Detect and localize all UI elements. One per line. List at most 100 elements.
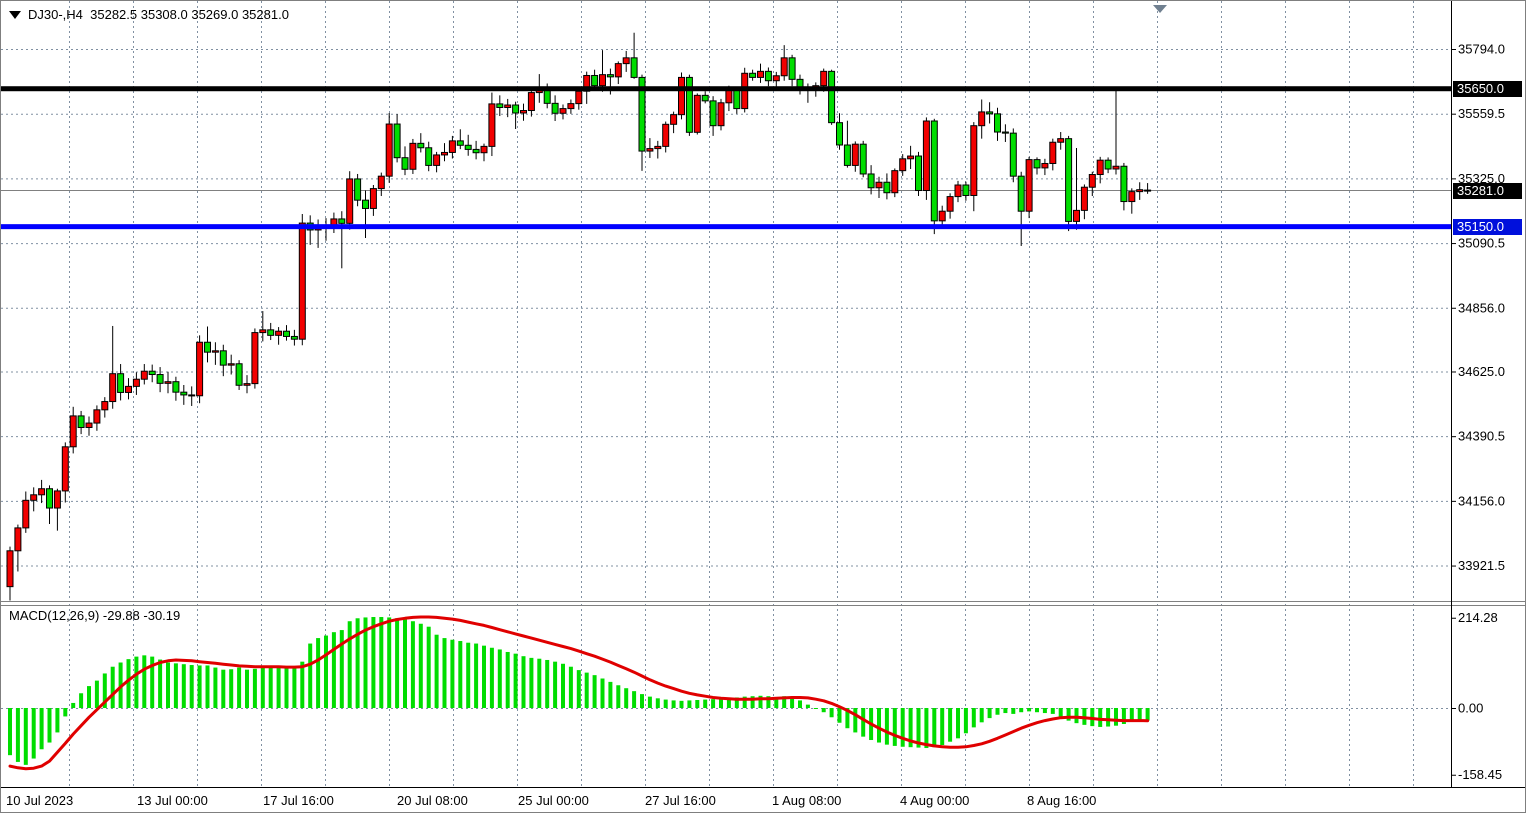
macd-histogram-bar (221, 669, 226, 708)
macd-histogram-bar (252, 668, 257, 708)
macd-histogram-bar (655, 698, 660, 708)
macd-histogram-bar (703, 699, 708, 708)
price-tick-label: 35559.5 (1458, 106, 1505, 121)
bear-candle (290, 335, 298, 340)
macd-histogram-bar (734, 697, 739, 708)
bull-candle (93, 409, 101, 424)
macd-histogram-bar (434, 634, 439, 708)
macd-histogram-bar (584, 672, 589, 708)
macd-histogram-bar (126, 659, 131, 708)
macd-histogram-bar (292, 667, 297, 708)
macd-histogram-bar (71, 702, 76, 708)
bull-candle (1057, 138, 1065, 143)
macd-histogram-bar (1129, 708, 1134, 722)
macd-histogram-bar (102, 673, 107, 708)
bear-candle (464, 144, 472, 150)
bull-candle (14, 527, 22, 552)
macd-histogram-bar (1137, 708, 1142, 722)
price-tick-label: 35090.5 (1458, 236, 1505, 251)
bull-candle (717, 102, 725, 127)
bull-candle (575, 90, 583, 105)
macd-histogram-bar (545, 659, 550, 708)
bear-candle (962, 184, 970, 196)
macd-histogram-bar (766, 696, 771, 708)
macd-histogram-bar (805, 704, 810, 708)
macd-histogram-bar (608, 681, 613, 708)
macd-histogram-bar (300, 661, 305, 708)
bear-candle (836, 122, 843, 146)
horizontal-level-line[interactable] (1, 224, 1451, 230)
bear-candle (46, 488, 53, 509)
macd-histogram-bar (79, 693, 84, 708)
macd-histogram-bar (671, 700, 676, 708)
macd-histogram-bar (576, 670, 581, 708)
bull-candle (227, 363, 235, 366)
bull-candle (654, 145, 662, 150)
macd-histogram-bar (158, 659, 163, 708)
bull-candle (448, 140, 456, 153)
bull-candle (527, 92, 535, 112)
bull-candle (30, 494, 38, 501)
bear-candle (1001, 131, 1009, 134)
macd-histogram-bar (1011, 708, 1016, 714)
macd-histogram-bar (916, 708, 921, 748)
time-axis-label: 13 Jul 00:00 (137, 793, 208, 808)
macd-histogram-bar (387, 617, 392, 708)
bear-candle (749, 72, 757, 78)
macd-histogram-bar (410, 621, 415, 708)
macd-histogram-bar (600, 678, 605, 708)
macd-histogram-bar (1019, 708, 1024, 713)
bull-candle (53, 490, 61, 509)
macd-histogram-bar (505, 651, 510, 708)
macd-histogram-bar (568, 666, 573, 708)
bear-candle (788, 57, 796, 80)
bull-candle (488, 103, 496, 147)
bull-candle (409, 142, 417, 170)
bear-candle (709, 100, 717, 127)
macd-histogram-bar (15, 708, 20, 762)
bear-candle (180, 391, 188, 396)
macd-histogram-bar (1027, 708, 1032, 712)
macd-histogram-bar (1042, 708, 1047, 714)
bull-candle (622, 57, 630, 65)
macd-histogram-bar (55, 708, 60, 733)
macd-histogram-bar (561, 663, 565, 708)
bear-candle (606, 74, 614, 78)
macd-histogram-bar (268, 665, 273, 708)
macd-histogram-bar (142, 655, 147, 708)
macd-histogram-bar (379, 617, 384, 708)
bear-candle (362, 199, 369, 209)
bull-candle (441, 151, 448, 156)
bear-candle (456, 140, 464, 146)
macd-histogram-bar (1121, 708, 1126, 725)
bull-candle (1073, 209, 1080, 222)
chart-shift-marker-icon[interactable] (1153, 5, 1167, 13)
macd-histogram-bar (963, 708, 968, 734)
bear-candle (172, 381, 180, 393)
macd-histogram-bar (403, 619, 407, 708)
macd-histogram-bar (742, 696, 747, 708)
bear-candle (393, 123, 401, 159)
symbol-dropdown-icon[interactable] (9, 11, 21, 19)
macd-histogram-bar (213, 667, 218, 708)
bull-candle (899, 158, 907, 172)
macd-histogram-bar (347, 621, 352, 708)
macd-histogram-bar (474, 643, 479, 708)
bull-candle (970, 125, 978, 196)
bear-candle (283, 330, 290, 337)
time-axis-label: 1 Aug 08:00 (772, 793, 841, 808)
macd-histogram-bar (837, 708, 842, 723)
bull-candle (125, 385, 132, 393)
bear-candle (867, 173, 875, 189)
horizontal-level-line[interactable] (1, 86, 1451, 92)
macd-histogram-bar (979, 708, 984, 723)
macd-histogram-bar (782, 696, 787, 708)
bull-candle (369, 188, 377, 209)
macd-histogram-bar (94, 680, 99, 708)
bull-candle (22, 499, 30, 529)
bear-candle (883, 181, 891, 194)
bull-candle (520, 110, 527, 114)
bull-candle (922, 120, 930, 192)
bull-candle (1088, 174, 1096, 188)
